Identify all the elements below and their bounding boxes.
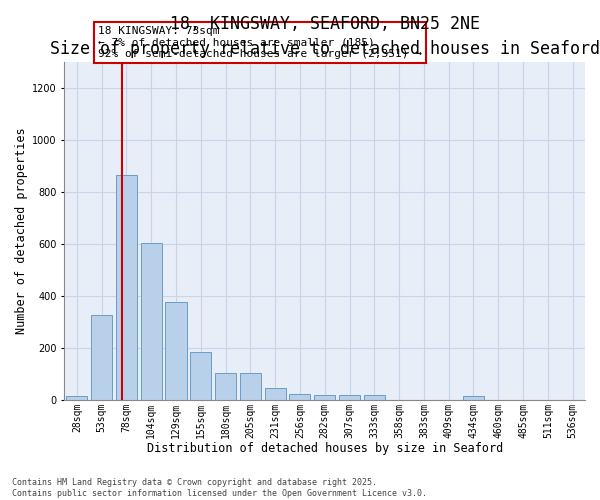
Bar [265, 388, 286, 400]
Bar [116, 176, 137, 400]
Text: 18 KINGSWAY: 73sqm
← 7% of detached houses are smaller (185)
92% of semi-detache: 18 KINGSWAY: 73sqm ← 7% of detached hous… [98, 26, 422, 59]
Bar [140, 243, 162, 400]
Bar [289, 394, 310, 400]
Y-axis label: Number of detached properties: Number of detached properties [15, 128, 28, 334]
X-axis label: Distribution of detached houses by size in Seaford: Distribution of detached houses by size … [146, 442, 503, 455]
Bar [91, 316, 112, 400]
Bar [339, 395, 360, 400]
Bar [66, 396, 88, 400]
Bar [166, 302, 187, 400]
Bar [240, 372, 261, 400]
Bar [364, 394, 385, 400]
Bar [463, 396, 484, 400]
Title: 18, KINGSWAY, SEAFORD, BN25 2NE
Size of property relative to detached houses in : 18, KINGSWAY, SEAFORD, BN25 2NE Size of … [50, 15, 600, 58]
Bar [215, 372, 236, 400]
Bar [314, 395, 335, 400]
Text: Contains HM Land Registry data © Crown copyright and database right 2025.
Contai: Contains HM Land Registry data © Crown c… [12, 478, 427, 498]
Bar [190, 352, 211, 400]
